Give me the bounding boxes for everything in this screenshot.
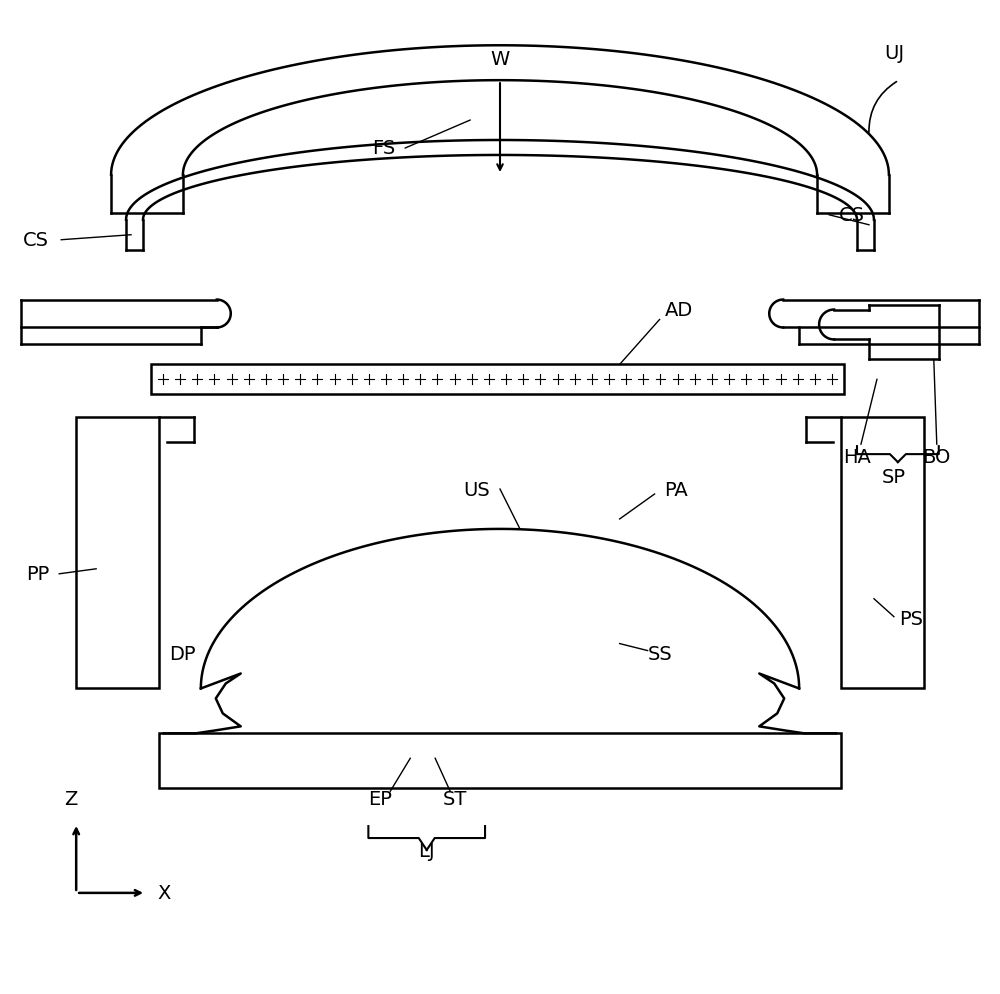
Text: DP: DP [169, 644, 195, 663]
Text: ST: ST [443, 789, 467, 808]
Text: SP: SP [882, 467, 906, 487]
Text: CS: CS [839, 206, 865, 225]
Text: AD: AD [665, 301, 693, 320]
Text: EP: EP [368, 789, 392, 808]
Text: SS: SS [648, 644, 672, 663]
Text: PP: PP [26, 565, 49, 583]
Text: W: W [490, 50, 510, 70]
Text: Z: Z [65, 789, 78, 808]
Bar [841, 417, 924, 689]
Bar [76, 417, 159, 689]
Text: BO: BO [923, 447, 951, 466]
Text: PS: PS [899, 609, 923, 628]
Text: CS: CS [23, 231, 49, 249]
Text: X: X [157, 884, 171, 903]
Text: FS: FS [372, 139, 395, 158]
Bar [159, 734, 841, 788]
Text: HA: HA [843, 447, 871, 466]
Text: UJ: UJ [884, 44, 904, 63]
Text: LJ: LJ [418, 841, 435, 860]
Text: PA: PA [665, 480, 688, 499]
Bar [151, 365, 844, 395]
Text: US: US [463, 480, 490, 499]
